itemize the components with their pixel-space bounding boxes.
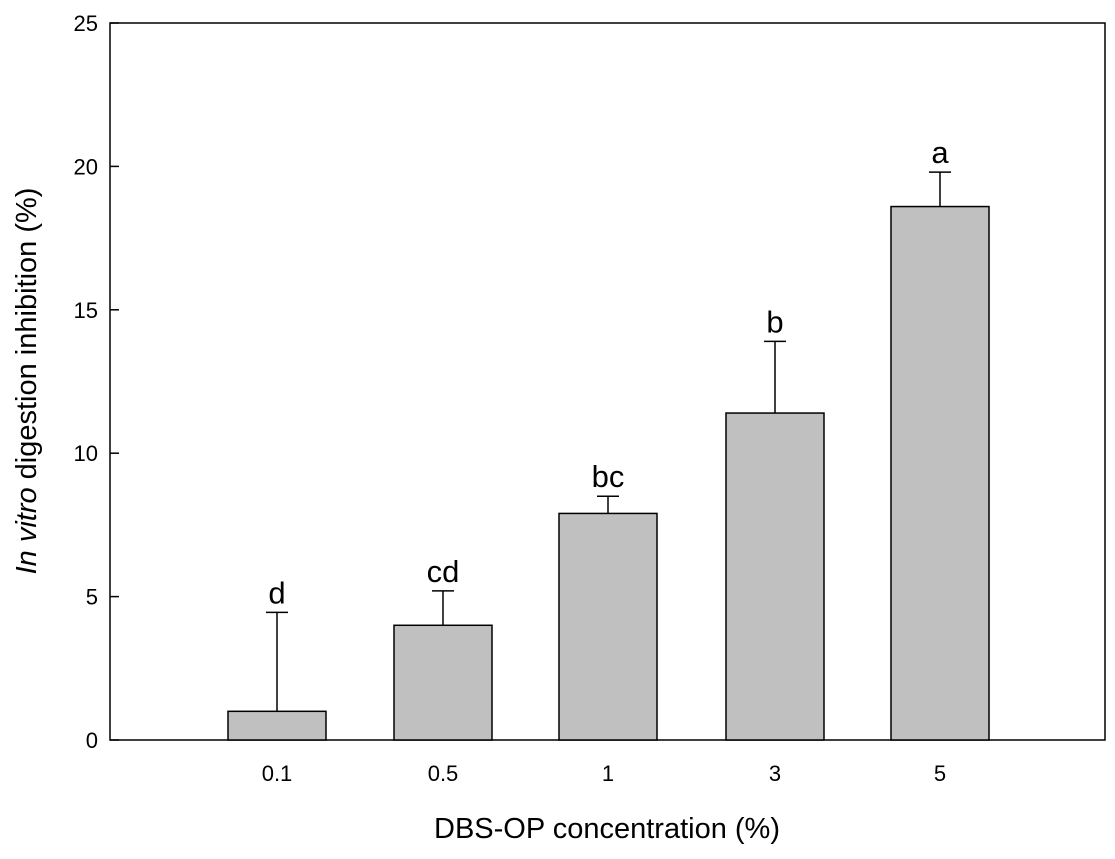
significance-letters-group: d cd bc b a	[268, 135, 949, 610]
bar	[393, 624, 493, 741]
significance-letter: cd	[427, 554, 460, 589]
x-tick-label: 1	[602, 761, 614, 786]
bar	[725, 412, 825, 741]
bar	[227, 710, 327, 741]
bar	[890, 205, 990, 741]
y-tick-label: 5	[86, 585, 98, 610]
significance-letter: bc	[592, 459, 625, 494]
x-axis: 0.1 0.5 1 3 5	[262, 761, 946, 786]
x-tick-label: 0.1	[262, 761, 293, 786]
x-axis-title: DBS-OP concentration (%)	[434, 813, 780, 845]
y-tick-label: 10	[74, 441, 98, 466]
y-axis: 0 5 10 15 20 25	[74, 11, 119, 753]
bars-group	[227, 205, 990, 741]
y-tick-label: 15	[74, 298, 98, 323]
significance-letter: b	[766, 304, 783, 339]
y-axis-title: In vitro digestion inhibition (%)	[11, 188, 43, 575]
y-tick-label: 20	[74, 154, 98, 179]
bar	[558, 512, 658, 741]
significance-letter: a	[931, 135, 949, 170]
significance-letter: d	[268, 575, 285, 610]
x-tick-label: 0.5	[428, 761, 459, 786]
y-axis-title-rest: digestion inhibition (%)	[11, 188, 43, 488]
x-tick-label: 3	[769, 761, 781, 786]
x-tick-label: 5	[934, 761, 946, 786]
y-axis-title-italic: In vitro	[11, 487, 43, 574]
error-bars-group	[266, 171, 951, 712]
y-tick-label: 0	[86, 728, 98, 753]
y-tick-label: 25	[74, 11, 98, 36]
